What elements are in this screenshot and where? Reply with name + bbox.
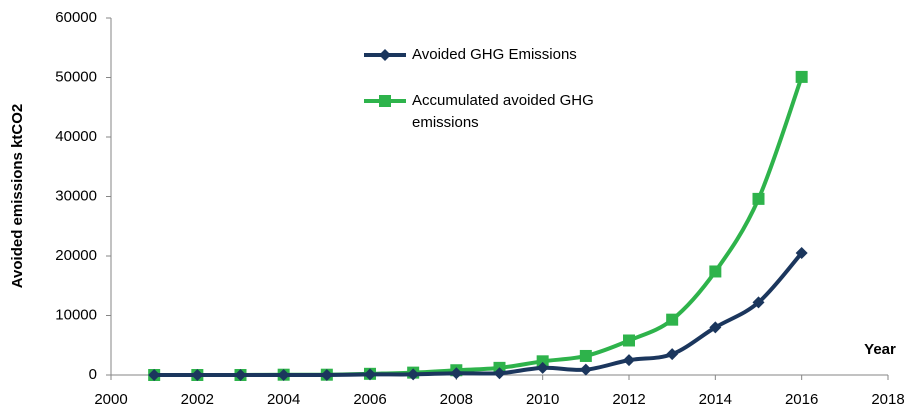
marker [277,369,290,381]
marker [191,369,204,381]
x-tick-label: 2012 [612,391,645,408]
legend-item: Accumulated avoided GHG emissions [362,90,632,134]
y-tick-label: 20000 [55,247,97,264]
marker [379,49,391,61]
y-axis-title: Avoided emissions ktCO2 [9,104,26,289]
legend-item: Avoided GHG Emissions [362,44,632,66]
marker [320,369,333,381]
marker [379,95,391,107]
marker [623,354,635,367]
x-tick-label: 2010 [526,391,559,408]
y-tick-label: 10000 [55,306,97,323]
legend: Avoided GHG Emissions Accumulated avoided… [362,44,662,158]
marker [752,192,765,205]
legend-label: Accumulated avoided GHG emissions [412,92,594,131]
x-tick-label: 2004 [267,391,300,408]
marker [579,363,592,376]
x-axis-title: Year [864,341,896,358]
marker [623,334,635,347]
marker [407,368,420,381]
marker [752,296,765,309]
marker [493,367,506,380]
marker [579,349,592,362]
legend-symbol [364,95,406,107]
marker [364,368,376,381]
x-tick-label: 2016 [785,391,818,408]
marker [795,70,808,83]
x-tick-label: 2018 [871,391,904,408]
y-tick-label: 30000 [55,187,97,204]
marker [795,247,808,260]
x-tick-label: 2008 [440,391,473,408]
series-line [154,251,804,378]
y-tick-label: 0 [89,366,97,383]
y-tick-label: 50000 [55,68,97,85]
marker [234,369,247,381]
x-tick-label: 2002 [181,391,214,408]
marker [666,348,679,361]
y-tick-label: 60000 [55,9,97,26]
marker [148,369,161,381]
legend-symbol [364,49,406,61]
x-tick-label: 2014 [699,391,732,408]
marker [709,321,722,334]
marker [709,265,722,278]
x-tick-label: 2006 [353,391,386,408]
marker [450,367,463,380]
x-tick-label: 2000 [94,391,127,408]
marker [666,313,679,326]
marker [536,361,549,374]
marker [536,355,549,368]
y-tick-label: 40000 [55,128,97,145]
legend-label: Avoided GHG Emissions [412,46,577,63]
